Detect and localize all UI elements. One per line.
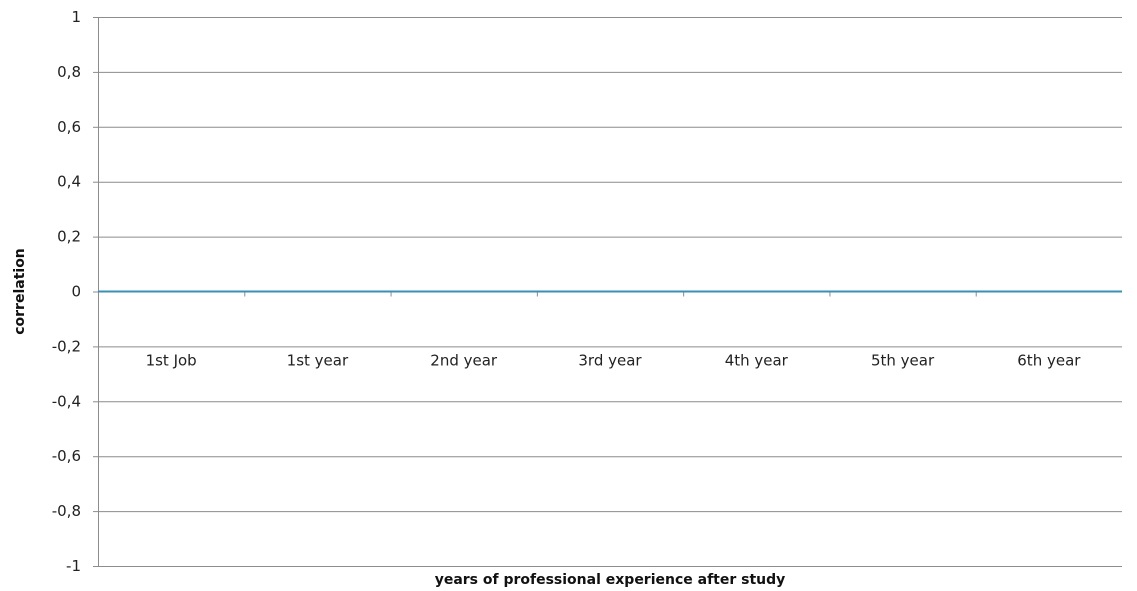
y-axis-title: correlation bbox=[12, 248, 28, 335]
y-tick-label: 0,2 bbox=[57, 228, 81, 246]
y-tick-label: 0,6 bbox=[57, 118, 81, 136]
y-tick-label: 1 bbox=[71, 8, 81, 26]
y-tick-label: -0,4 bbox=[52, 392, 81, 410]
x-tick-label: 6th year bbox=[1017, 351, 1081, 369]
y-tick-label: 0,4 bbox=[57, 173, 81, 191]
y-tick-label: -0,8 bbox=[52, 502, 81, 520]
y-tick-label: 0 bbox=[71, 283, 81, 301]
y-tick-label: 0,8 bbox=[57, 63, 81, 81]
x-tick-label: 2nd year bbox=[430, 351, 498, 369]
y-axis-tick-labels: 1 0,8 0,6 0,4 0,2 0 -0,2 -0,4 -0,6 -0,8 -1 bbox=[52, 8, 81, 575]
x-axis-tick-labels: 1st Job 1st year 2nd year 3rd year 4th year 5… bbox=[146, 351, 1082, 369]
x-axis-title: years of professional experience after s… bbox=[435, 572, 786, 588]
y-tick-label: -0,6 bbox=[52, 447, 81, 465]
horizontal-gridlines bbox=[93, 17, 1122, 567]
x-tick-label: 1st year bbox=[287, 351, 349, 369]
x-tick-label: 4th year bbox=[725, 351, 789, 369]
y-tick-label: -1 bbox=[66, 557, 81, 575]
x-tick-label: 5th year bbox=[871, 351, 935, 369]
x-tick-label: 1st Job bbox=[146, 351, 197, 369]
y-tick-label: -0,2 bbox=[52, 337, 81, 355]
x-tick-label: 3rd year bbox=[578, 351, 642, 369]
